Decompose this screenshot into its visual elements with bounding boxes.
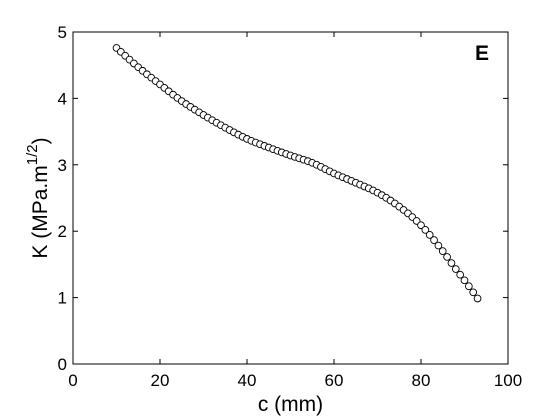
- y-axis-label: K (MPa.m1/2): [24, 137, 52, 258]
- y-tick-label: 5: [58, 23, 67, 42]
- data-point: [425, 231, 434, 239]
- x-axis-label: c (mm): [258, 393, 323, 416]
- y-axis-label-superscript: 1/2: [24, 144, 41, 165]
- panel-label: E: [475, 42, 489, 65]
- data-point: [447, 259, 456, 267]
- x-tick-label: 100: [494, 371, 522, 390]
- x-tick-label: 0: [68, 371, 77, 390]
- data-markers: [112, 44, 482, 303]
- data-point: [443, 253, 451, 261]
- y-tick-label: 4: [58, 89, 67, 108]
- y-axis-label-main: K (MPa.m: [29, 165, 52, 258]
- data-point: [438, 247, 447, 255]
- y-axis-label-close: ): [29, 137, 52, 144]
- y-tick-label: 0: [58, 355, 67, 374]
- data-point: [434, 241, 443, 250]
- data-point: [473, 294, 482, 303]
- data-point: [421, 226, 430, 234]
- y-tick-label: 1: [58, 289, 67, 308]
- y-tick-label: 3: [58, 156, 67, 175]
- data-point: [465, 282, 473, 291]
- data-point: [460, 276, 469, 285]
- y-tick-label: 2: [58, 222, 67, 241]
- data-point: [456, 270, 465, 279]
- data-point: [469, 288, 478, 297]
- x-tick-label: 20: [151, 371, 170, 390]
- data-point: [451, 265, 460, 273]
- x-axis-ticks: 0 20 40 60 80 100: [68, 32, 522, 390]
- x-tick-label: 40: [238, 371, 257, 390]
- plot-area: [72, 31, 509, 365]
- x-tick-label: 80: [412, 371, 431, 390]
- y-axis-ticks: 0 1 2 3 4 5: [58, 23, 508, 374]
- data-point: [430, 236, 438, 244]
- x-tick-label: 60: [325, 371, 344, 390]
- data-point: [417, 221, 425, 230]
